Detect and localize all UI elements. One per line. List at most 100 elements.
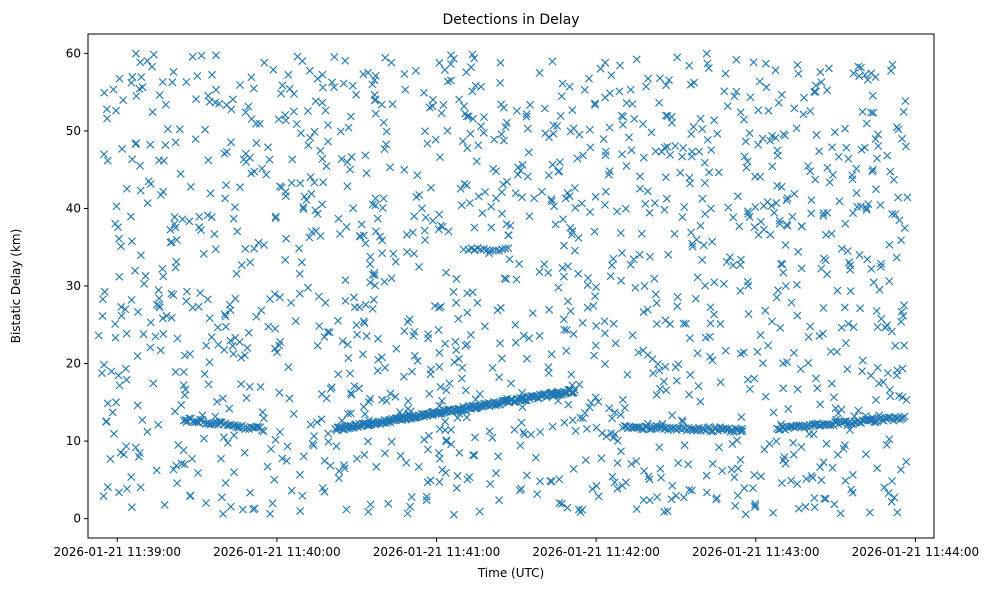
data-point: [644, 472, 653, 481]
data-point: [295, 269, 304, 278]
data-point: [710, 310, 718, 319]
data-point: [405, 315, 414, 324]
data-point: [768, 317, 776, 326]
data-point: [862, 450, 870, 459]
data-point: [560, 241, 568, 250]
data-point: [892, 253, 901, 262]
data-point: [719, 279, 728, 288]
data-point: [371, 95, 380, 104]
data-point: [490, 135, 499, 144]
data-point: [368, 200, 377, 209]
data-point: [558, 499, 566, 508]
data-point: [342, 505, 351, 514]
data-point: [667, 495, 676, 504]
data-point: [434, 326, 443, 334]
data-point: [287, 298, 296, 307]
y-tick-label: 20: [66, 357, 81, 371]
data-point: [562, 326, 571, 335]
data-point: [324, 437, 333, 446]
data-point: [645, 496, 654, 505]
data-point: [420, 435, 429, 444]
data-point: [661, 316, 670, 325]
x-tick-label: 2026-01-21 11:43:00: [692, 545, 819, 559]
data-point: [276, 182, 284, 191]
data-point: [901, 142, 910, 151]
data-point: [469, 451, 478, 460]
data-point: [825, 178, 834, 187]
data-point: [728, 440, 737, 448]
data-point: [324, 121, 332, 129]
data-point: [592, 283, 601, 292]
data-point: [875, 285, 884, 294]
data-point: [501, 244, 510, 253]
data-point: [546, 388, 555, 397]
data-point: [499, 396, 508, 405]
data-point: [190, 418, 199, 427]
data-point: [401, 85, 410, 94]
data-point: [463, 475, 472, 484]
data-point: [402, 230, 411, 239]
y-tick-label: 40: [66, 201, 81, 215]
data-point: [833, 347, 841, 356]
data-point: [229, 214, 238, 223]
data-point: [296, 179, 305, 188]
data-point: [700, 179, 709, 187]
data-point: [700, 158, 709, 167]
data-point: [557, 92, 566, 101]
data-point: [874, 142, 883, 150]
data-point: [613, 484, 622, 493]
data-point: [793, 311, 802, 320]
data-point: [715, 443, 723, 452]
data-point: [650, 199, 659, 208]
data-point: [687, 130, 696, 138]
data-point: [898, 134, 907, 143]
data-point: [744, 310, 753, 318]
data-point: [327, 383, 336, 392]
data-point: [413, 356, 422, 365]
data-point: [787, 476, 796, 485]
data-point: [115, 488, 123, 497]
data-point: [121, 305, 130, 314]
data-point: [118, 144, 127, 153]
data-point: [644, 74, 653, 83]
x-tick-label: 2026-01-21 11:40:00: [213, 545, 340, 559]
data-point: [195, 212, 204, 221]
data-point: [428, 102, 437, 111]
data-point: [567, 370, 576, 379]
data-point: [813, 384, 822, 393]
data-point: [613, 459, 622, 467]
data-point: [347, 389, 355, 397]
data-point: [237, 261, 246, 270]
y-axis-label: Bistatic Delay (km): [9, 229, 23, 344]
data-point: [343, 340, 352, 349]
data-point: [493, 400, 502, 409]
data-point: [226, 336, 235, 345]
data-point: [136, 186, 145, 195]
data-point: [435, 210, 444, 219]
data-point: [646, 252, 654, 261]
data-point: [900, 341, 909, 350]
data-point: [335, 467, 343, 476]
data-point: [197, 51, 206, 60]
data-point: [750, 471, 759, 479]
data-point: [347, 390, 356, 399]
data-point: [271, 214, 280, 222]
data-point: [799, 110, 808, 119]
data-point: [321, 298, 330, 307]
data-point: [807, 209, 816, 218]
data-point: [774, 286, 783, 295]
data-point: [555, 167, 564, 175]
data-point: [289, 107, 298, 116]
data-point: [666, 150, 675, 159]
data-point: [691, 294, 700, 303]
data-point: [835, 197, 844, 206]
data-point: [575, 130, 584, 139]
data-point: [531, 453, 540, 462]
data-point: [818, 329, 827, 338]
data-point: [773, 151, 782, 160]
data-point: [100, 360, 108, 369]
data-point: [679, 319, 688, 328]
data-point: [874, 130, 882, 139]
data-point: [522, 112, 531, 121]
